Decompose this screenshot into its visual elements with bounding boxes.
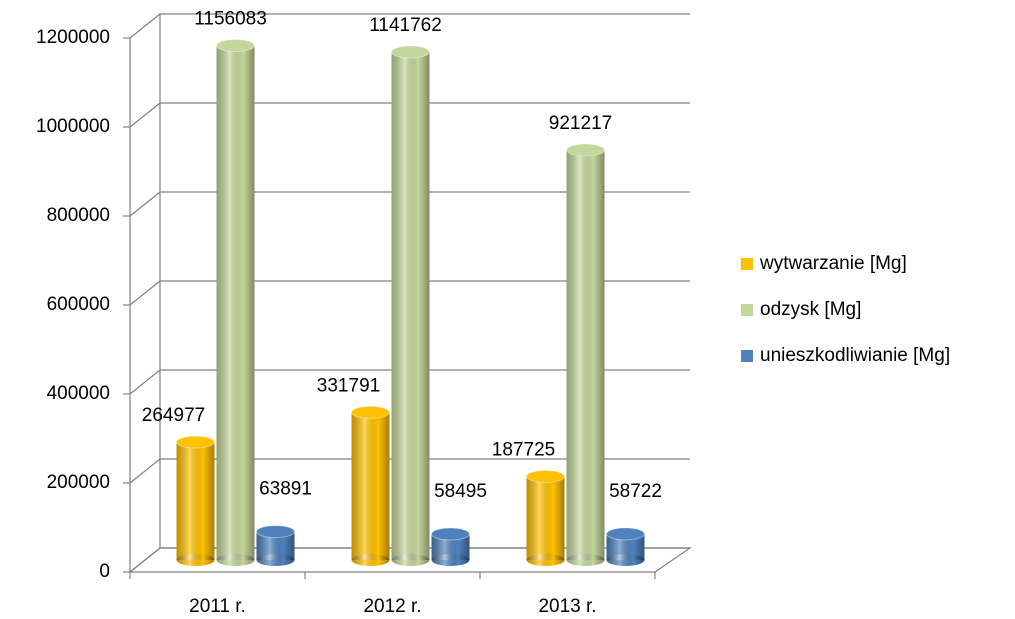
bar bbox=[526, 469, 565, 566]
value-label: 1156083 bbox=[194, 9, 267, 30]
bar-top bbox=[431, 527, 470, 541]
grid-line bbox=[129, 547, 690, 573]
grid-line bbox=[129, 102, 690, 128]
legend-swatch bbox=[741, 304, 753, 316]
value-label: 58722 bbox=[609, 481, 662, 502]
bar-body-shade bbox=[391, 51, 430, 561]
x-tick-label: 2011 r. bbox=[189, 596, 246, 617]
legend-label: wytwarzanie [Mg] bbox=[759, 253, 907, 274]
grid-line bbox=[129, 191, 690, 217]
bar-top bbox=[606, 527, 645, 541]
bar bbox=[431, 527, 470, 566]
legend-label: odzysk [Mg] bbox=[760, 299, 861, 320]
bar-body-shade bbox=[526, 476, 565, 560]
value-label: 921217 bbox=[549, 113, 612, 134]
bar-body-shade bbox=[216, 45, 255, 560]
bar-body-shade bbox=[176, 442, 215, 560]
y-tick-label: 600000 bbox=[47, 294, 110, 315]
bar bbox=[606, 527, 645, 566]
y-tick-label: 200000 bbox=[47, 472, 110, 493]
bar-body-shade bbox=[351, 412, 390, 560]
bar bbox=[391, 45, 430, 566]
y-tick-label: 0 bbox=[99, 561, 110, 582]
bar bbox=[216, 39, 255, 566]
bar bbox=[176, 435, 215, 566]
grid-line bbox=[129, 280, 690, 306]
bar bbox=[566, 143, 605, 566]
legend-label: unieszkodliwianie [Mg] bbox=[760, 345, 950, 366]
legend-swatch bbox=[741, 258, 753, 270]
value-label: 1141762 bbox=[369, 15, 442, 36]
grid-line bbox=[129, 458, 690, 484]
bar-top bbox=[391, 45, 430, 59]
bar bbox=[351, 405, 390, 566]
y-tick-label: 800000 bbox=[47, 205, 110, 226]
grid-line bbox=[129, 369, 690, 395]
y-tick-label: 1000000 bbox=[36, 116, 110, 137]
value-label: 58495 bbox=[434, 481, 487, 502]
x-tick-label: 2012 r. bbox=[363, 596, 421, 617]
value-label: 264977 bbox=[142, 405, 205, 426]
bar-top bbox=[216, 39, 255, 53]
bar bbox=[256, 525, 295, 566]
bar-top bbox=[256, 525, 295, 539]
value-label: 63891 bbox=[259, 479, 312, 500]
x-tick-label: 2013 r. bbox=[538, 596, 596, 617]
bar-top bbox=[176, 435, 215, 449]
bar-top bbox=[526, 469, 565, 483]
legend-swatch bbox=[741, 350, 753, 362]
y-tick-label: 1200000 bbox=[36, 27, 110, 48]
value-label: 187725 bbox=[492, 439, 555, 460]
value-label: 331791 bbox=[317, 375, 380, 396]
y-tick-label: 400000 bbox=[47, 383, 110, 404]
bar-body-shade bbox=[566, 150, 605, 560]
bar-top bbox=[351, 405, 390, 419]
bar-top bbox=[566, 143, 605, 157]
grid-line bbox=[129, 13, 690, 39]
